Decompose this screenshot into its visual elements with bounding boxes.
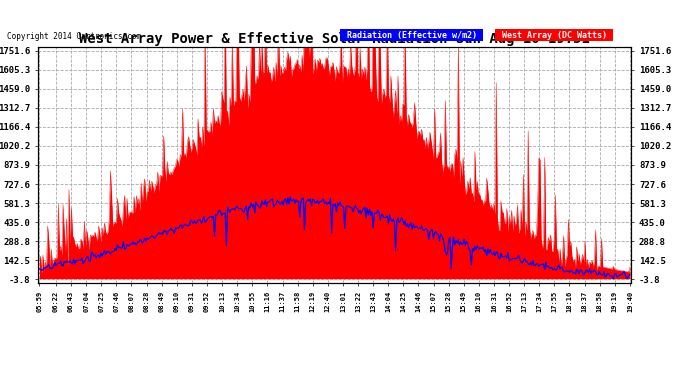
Title: West Array Power & Effective Solar Radiation Sun Aug 10 19:51: West Array Power & Effective Solar Radia… — [79, 32, 590, 46]
Text: Radiation (Effective w/m2): Radiation (Effective w/m2) — [342, 31, 482, 40]
Text: West Array (DC Watts): West Array (DC Watts) — [497, 31, 612, 40]
Text: Copyright 2014 Cartronics.com: Copyright 2014 Cartronics.com — [7, 32, 141, 41]
